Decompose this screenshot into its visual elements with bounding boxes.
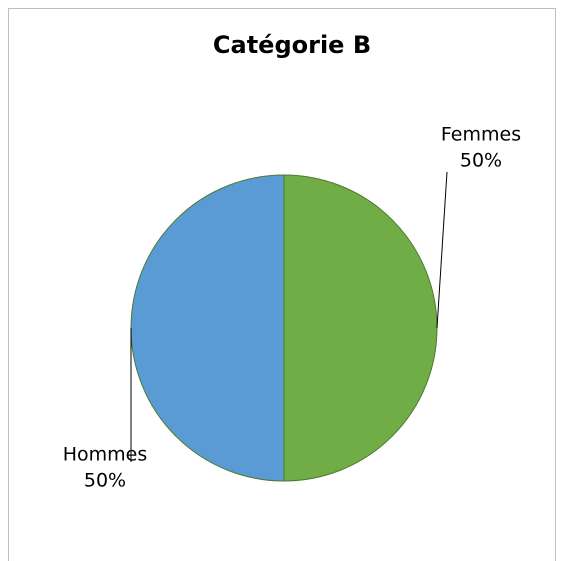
pie-slice	[283, 174, 438, 482]
leader-line	[436, 171, 448, 329]
data-label-value: 50%	[460, 150, 502, 172]
data-label-name: Hommes	[63, 444, 148, 466]
data-label-value: 50%	[84, 470, 126, 492]
chart-title: Catégorie B	[213, 31, 371, 59]
data-label-name: Femmes	[441, 124, 521, 146]
